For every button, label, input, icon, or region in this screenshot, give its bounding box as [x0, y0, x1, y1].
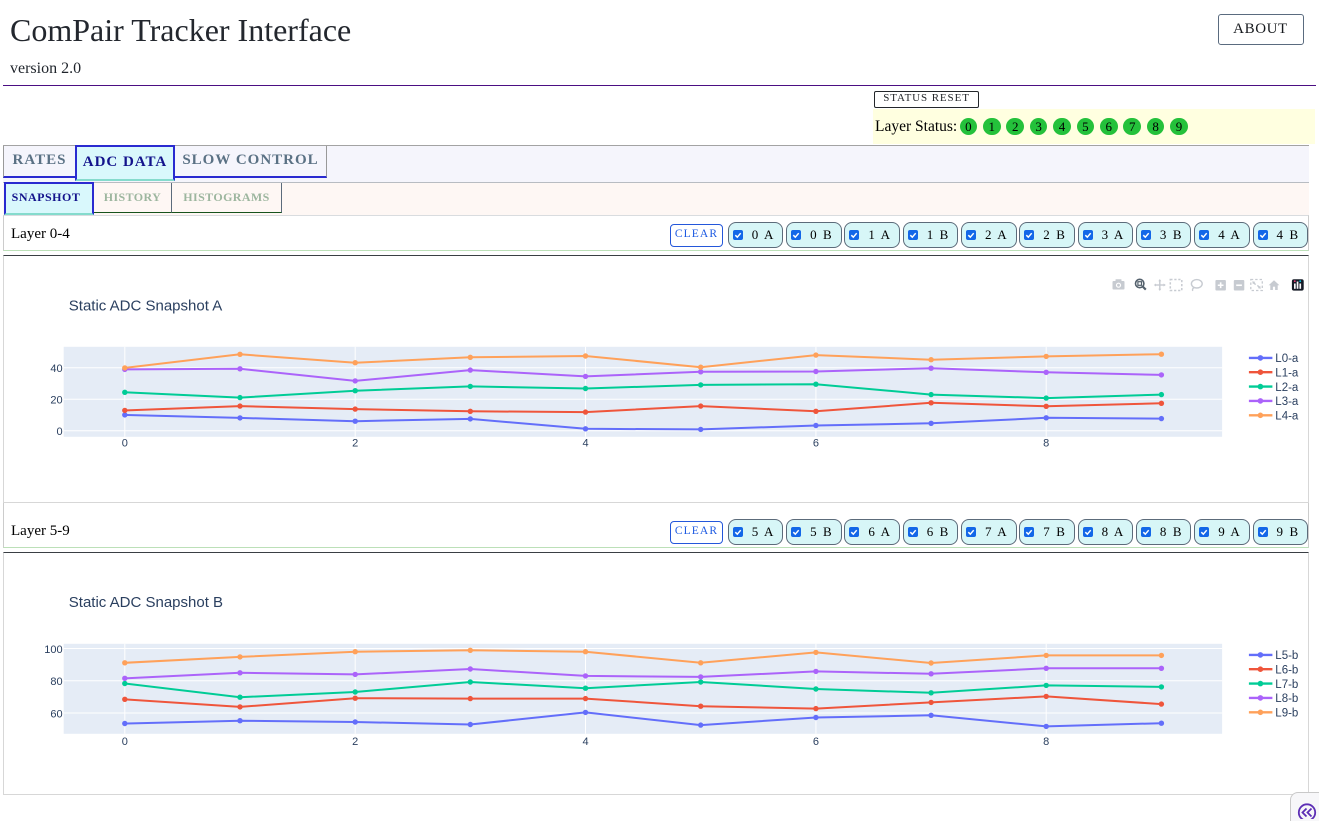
svg-text:6: 6 — [813, 438, 819, 450]
svg-text:L7-b: L7-b — [1275, 678, 1298, 690]
svg-text:100: 100 — [44, 643, 62, 655]
svg-text:L9-b: L9-b — [1275, 707, 1298, 719]
svg-text:20: 20 — [50, 395, 62, 407]
svg-text:2: 2 — [352, 438, 358, 450]
svg-text:6: 6 — [813, 735, 819, 747]
svg-text:0: 0 — [56, 426, 62, 438]
svg-text:4: 4 — [582, 438, 588, 450]
svg-text:Static ADC Snapshot B: Static ADC Snapshot B — [69, 593, 223, 610]
svg-text:L4-a: L4-a — [1275, 411, 1299, 423]
svg-text:L6-b: L6-b — [1275, 664, 1298, 676]
svg-text:40: 40 — [50, 363, 62, 375]
svg-text:L0-a: L0-a — [1275, 353, 1299, 365]
svg-text:L3-a: L3-a — [1275, 396, 1299, 408]
svg-text:60: 60 — [50, 708, 62, 720]
svg-text:8: 8 — [1043, 438, 1049, 450]
svg-text:Static ADC Snapshot A: Static ADC Snapshot A — [69, 297, 222, 314]
svg-text:L2-a: L2-a — [1275, 382, 1299, 394]
svg-text:80: 80 — [50, 676, 62, 688]
svg-text:L8-b: L8-b — [1275, 693, 1298, 705]
svg-text:0: 0 — [122, 438, 128, 450]
svg-text:2: 2 — [352, 735, 358, 747]
svg-text:0: 0 — [122, 735, 128, 747]
svg-text:L5-b: L5-b — [1275, 650, 1298, 662]
svg-text:L1-a: L1-a — [1275, 368, 1299, 380]
svg-text:4: 4 — [582, 735, 588, 747]
svg-text:8: 8 — [1043, 735, 1049, 747]
